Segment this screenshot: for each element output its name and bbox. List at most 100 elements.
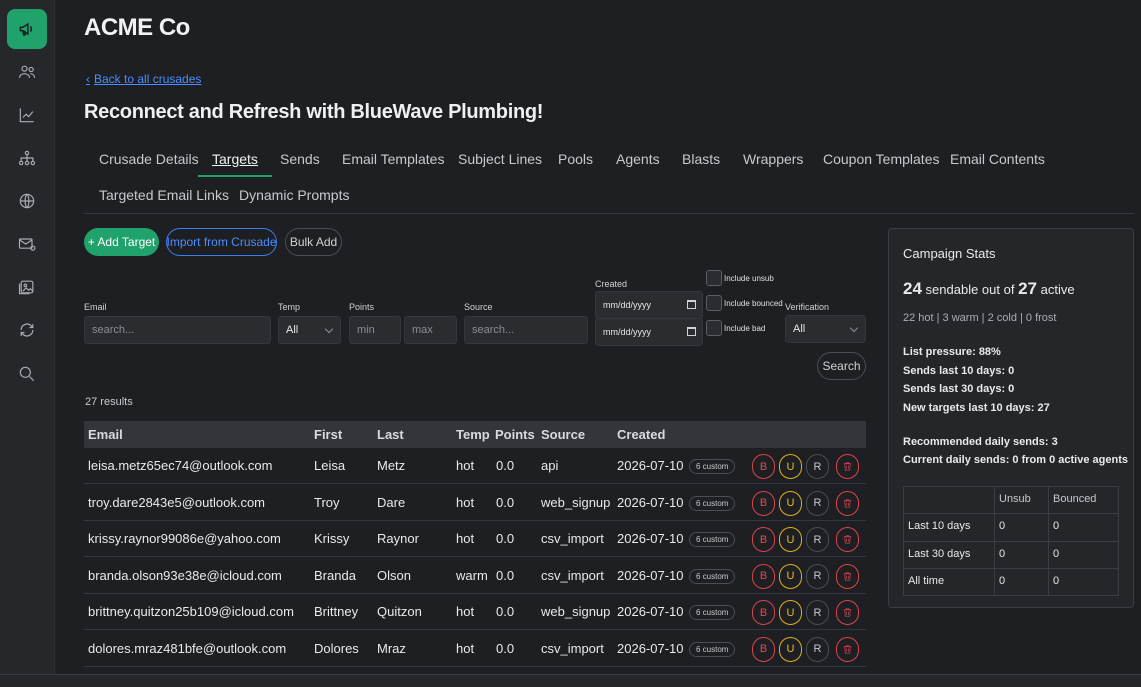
include-unsub-checkbox[interactable] xyxy=(706,270,722,286)
custom-fields-badge[interactable]: 6 custom xyxy=(689,641,736,657)
bounce-button[interactable]: B xyxy=(752,454,775,479)
tab-subject-lines[interactable]: Subject Lines xyxy=(458,151,543,167)
reset-button[interactable]: R xyxy=(806,490,829,516)
include-bad-checkbox[interactable] xyxy=(706,320,722,336)
tab-crusade-details[interactable]: Crusade Details xyxy=(99,151,199,167)
cell-temp: hot xyxy=(456,531,475,546)
table-row[interactable]: branda.olson93e38e@icloud.com Branda Olson… xyxy=(84,558,866,594)
nav-users[interactable] xyxy=(7,52,47,92)
unsubscribe-button[interactable]: U xyxy=(779,490,802,516)
unsubscribe-button[interactable]: U xyxy=(779,527,802,552)
tab-targeted-email-links[interactable]: Targeted Email Links xyxy=(99,187,229,203)
sends30-value: 0 xyxy=(1008,383,1015,395)
col-points[interactable]: Points xyxy=(495,427,535,442)
nav-sync[interactable] xyxy=(7,310,47,350)
custom-fields-badge[interactable]: 6 custom xyxy=(689,605,736,620)
unsubscribe-button[interactable]: U xyxy=(779,636,802,662)
reset-button[interactable]: R xyxy=(806,600,829,625)
add-target-button[interactable]: + Add Target xyxy=(84,228,159,256)
bounce-button[interactable]: B xyxy=(752,527,775,552)
points-max-input[interactable]: max xyxy=(404,316,457,344)
sidebar xyxy=(0,0,55,687)
delete-button[interactable] xyxy=(836,454,859,479)
back-link[interactable]: ‹ Back to all crusades xyxy=(86,72,201,86)
custom-fields-badge[interactable]: 6 custom xyxy=(689,495,736,511)
created-to-placeholder: mm/dd/yyyy xyxy=(603,327,652,337)
nav-images[interactable] xyxy=(7,267,47,307)
unsubscribe-button[interactable]: U xyxy=(779,600,802,625)
tab-email-templates[interactable]: Email Templates xyxy=(342,151,445,167)
table-row[interactable]: troy.dare2843e5@outlook.com Troy Dare hot 0.… xyxy=(84,485,866,521)
delete-button[interactable] xyxy=(836,636,859,662)
cell-created: 2026-07-10 xyxy=(617,640,684,656)
points-min-input[interactable]: min xyxy=(349,316,401,344)
nav-globe[interactable] xyxy=(7,181,47,221)
reset-button[interactable]: R xyxy=(806,527,829,552)
tab-targets[interactable]: Targets xyxy=(198,141,272,177)
verification-filter-select[interactable]: All xyxy=(785,315,866,343)
tab-pools[interactable]: Pools xyxy=(558,151,594,167)
col-email[interactable]: Email xyxy=(88,427,123,442)
created-to-date[interactable]: mm/dd/yyyy xyxy=(595,318,703,346)
page-title: Reconnect and Refresh with BlueWave Plum… xyxy=(84,101,544,123)
col-first[interactable]: First xyxy=(314,427,343,442)
col-last[interactable]: Last xyxy=(377,427,404,442)
created-from-date[interactable]: mm/dd/yyyy xyxy=(595,291,703,319)
table-divider xyxy=(904,568,1118,569)
nav-analytics[interactable] xyxy=(7,95,47,135)
unsubscribe-button[interactable]: U xyxy=(779,563,802,589)
horizontal-scrollbar[interactable] xyxy=(0,674,1141,687)
reset-button[interactable]: R xyxy=(806,636,829,662)
tab-dynamic-prompts[interactable]: Dynamic Prompts xyxy=(239,187,350,203)
custom-fields-badge[interactable]: 6 custom xyxy=(689,459,736,474)
cell-temp: hot xyxy=(456,604,475,619)
delete-button[interactable] xyxy=(836,527,859,552)
unsubscribe-button[interactable]: U xyxy=(779,454,802,479)
reset-button[interactable]: R xyxy=(806,563,829,589)
bulk-add-button[interactable]: Bulk Add xyxy=(285,228,342,256)
tab-blasts[interactable]: Blasts xyxy=(682,151,721,167)
search-icon xyxy=(19,366,35,382)
nav-mail[interactable] xyxy=(7,224,47,264)
tab-wrappers[interactable]: Wrappers xyxy=(743,151,804,167)
cell-email: troy.dare2843e5@outlook.com xyxy=(88,494,266,510)
source-filter-input[interactable]: search... xyxy=(464,316,588,344)
tab-sends[interactable]: Sends xyxy=(280,151,320,167)
table-row[interactable]: brittney.quitzon25b109@icloud.com Brittne… xyxy=(84,594,866,630)
delete-button[interactable] xyxy=(836,600,859,625)
nav-search[interactable] xyxy=(7,354,47,394)
temp-filter-select[interactable]: All xyxy=(278,316,341,344)
custom-fields-badge[interactable]: 6 custom xyxy=(689,532,736,547)
current-value: 0 xyxy=(1012,454,1019,466)
tab-agents[interactable]: Agents xyxy=(616,151,660,167)
col-source[interactable]: Source xyxy=(541,427,586,442)
search-button[interactable]: Search xyxy=(817,352,866,380)
bounce-button[interactable]: B xyxy=(752,490,775,516)
tab-email-contents[interactable]: Email Contents xyxy=(950,151,1045,167)
table-row[interactable]: leisa.metz65ec74@outlook.com Leisa Metz hot… xyxy=(84,448,866,484)
cell-first: Troy xyxy=(314,494,340,510)
import-from-crusade-button[interactable]: Import from Crusade xyxy=(166,228,277,256)
tab-coupon-templates[interactable]: Coupon Templates xyxy=(823,151,940,167)
email-filter-input[interactable]: search... xyxy=(84,316,271,344)
col-created[interactable]: Created xyxy=(617,427,666,442)
table-row[interactable]: dolores.mraz481bfe@outlook.com Dolores Mra… xyxy=(84,631,866,667)
chevron-down-icon xyxy=(849,323,859,333)
nav-network[interactable] xyxy=(7,138,47,178)
bounce-button[interactable]: B xyxy=(752,563,775,589)
delete-button[interactable] xyxy=(836,490,859,516)
table-row[interactable]: krissy.raynor99086e@yahoo.com Krissy Rayno… xyxy=(84,521,866,557)
cell-last: Dare xyxy=(377,494,406,510)
chevron-down-icon xyxy=(324,324,334,334)
nav-campaigns[interactable] xyxy=(7,9,47,49)
verification-filter-value: All xyxy=(793,323,806,335)
col-temp[interactable]: Temp xyxy=(456,427,490,442)
bounce-button[interactable]: B xyxy=(752,600,775,625)
delete-button[interactable] xyxy=(836,563,859,589)
reset-button[interactable]: R xyxy=(806,454,829,479)
custom-fields-badge[interactable]: 6 custom xyxy=(689,568,736,584)
bounce-button[interactable]: B xyxy=(752,636,775,662)
email-filter-label: Email xyxy=(84,302,107,312)
include-bounced-checkbox[interactable] xyxy=(706,295,722,311)
